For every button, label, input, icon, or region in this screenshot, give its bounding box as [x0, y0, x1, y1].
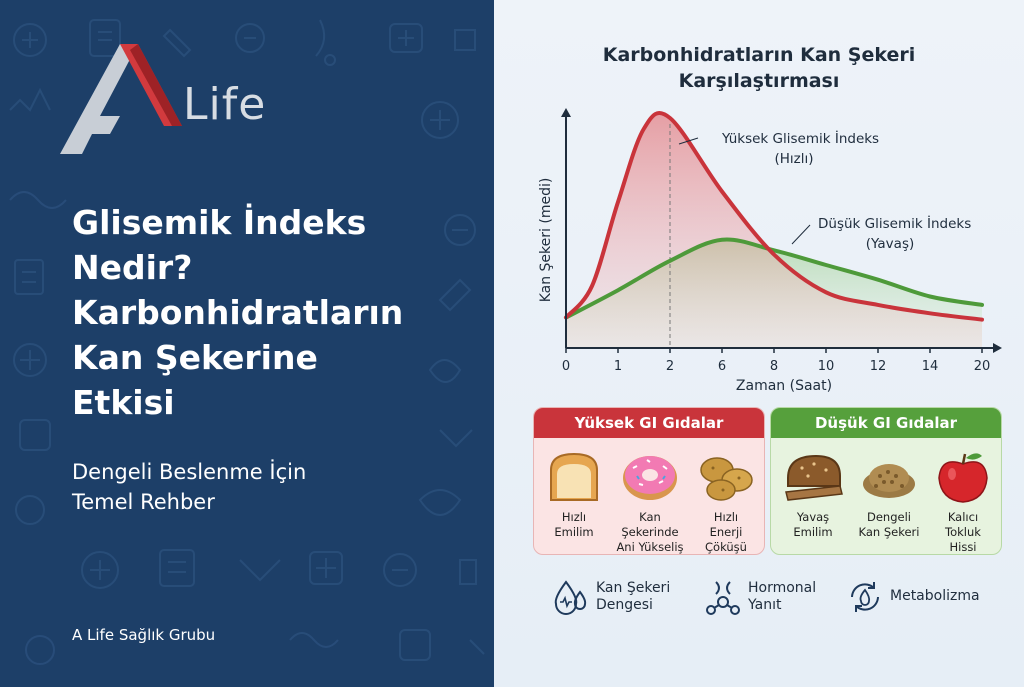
- x-tick-label: 1: [614, 359, 622, 374]
- y-axis-label: Kan Şekeri (medi): [538, 178, 554, 303]
- x-tick-label: 2: [666, 359, 674, 374]
- label-line: Kan Şekeri: [596, 580, 671, 596]
- donut-icon: [623, 456, 677, 500]
- food-item-label: Dengeli Kan Şekeri: [851, 510, 927, 540]
- series-label: Düşük Glisemik İndeks: [818, 214, 971, 232]
- label-line: Dengeli: [867, 510, 911, 524]
- series-label: (Hızlı): [774, 151, 813, 167]
- subtitle-line: Dengeli Beslenme İçin: [72, 460, 307, 484]
- chart-title: Karbonhidratların Kan Şekeri Karşılaştır…: [494, 42, 1024, 94]
- hormone-molecule-icon: [706, 581, 740, 615]
- feature-label: Metabolizma: [890, 588, 980, 605]
- food-item: Hızlı Enerji Çöküşü: [688, 448, 764, 554]
- medical-pattern-background: [9, 19, 485, 665]
- apple-icon: [938, 453, 988, 503]
- x-tick-label: 12: [870, 359, 887, 374]
- food-item-label: Yavaş Emilim: [775, 510, 851, 540]
- x-axis-label: Zaman (Saat): [736, 378, 832, 394]
- lentils-icon: [863, 464, 915, 498]
- label-line: Yanıt: [748, 597, 782, 613]
- title-line: Etkisi: [72, 383, 175, 422]
- food-item: Kan Şekerinde Ani Yükseliş: [610, 448, 690, 554]
- feature-hormonal-response: Hormonal Yanıt: [704, 576, 834, 620]
- label-line: Kan Şekerinde: [621, 510, 679, 539]
- title-line: Kan Şekerine: [72, 338, 318, 377]
- food-item: Dengeli Kan Şekeri: [851, 448, 927, 540]
- high-gi-line: [564, 111, 984, 322]
- series-label-pointer: [678, 137, 699, 145]
- label-line: Emilim: [793, 525, 833, 539]
- title-line: Karbonhidratların: [72, 293, 404, 332]
- page-subtitle: Dengeli Beslenme İçin Temel Rehber: [72, 457, 306, 517]
- chart-title-line: Karşılaştırması: [678, 70, 840, 92]
- brand-name: A Life Sağlık Grubu: [72, 626, 216, 644]
- bread-icon: [550, 452, 598, 501]
- high-gi-card: Yüksek GI Gıdalar Hızlı Emilim Kan Şeker…: [533, 407, 765, 555]
- low-gi-card: Düşük GI Gıdalar Yavaş Emilim Dengeli Ka…: [770, 407, 1002, 555]
- label-line: Enerji: [709, 525, 743, 539]
- food-item: Hızlı Emilim: [536, 448, 612, 540]
- label-line: Yavaş: [796, 510, 830, 524]
- low-gi-line: [564, 237, 984, 320]
- label-line: Ani Yükseliş: [616, 540, 684, 554]
- chart-title-line: Karbonhidratların Kan Şekeri: [602, 44, 916, 66]
- low-gi-card-title: Düşük GI Gıdalar: [771, 408, 1001, 438]
- food-item: Kalıcı Tokluk Hissi: [925, 448, 1001, 554]
- potato-icon: [700, 457, 753, 501]
- label-line: Çöküşü: [705, 540, 747, 554]
- feature-label: Hormonal Yanıt: [748, 580, 816, 614]
- x-tick-label: 0: [562, 359, 570, 374]
- food-item-label: Kalıcı Tokluk Hissi: [925, 510, 1001, 554]
- metabolism-flame-icon: [851, 582, 879, 612]
- x-axis-arrow: [993, 343, 1002, 353]
- wholegrain-bread-icon: [785, 454, 843, 501]
- high-gi-area: [566, 112, 982, 348]
- feature-metabolism: Metabolizma: [846, 576, 996, 620]
- label-line: Hissi: [949, 540, 977, 554]
- series-label: Yüksek Glisemik İndeks: [721, 129, 879, 147]
- subtitle-line: Temel Rehber: [72, 490, 215, 514]
- label-line: Emilim: [554, 525, 594, 539]
- title-line: Nedir?: [72, 248, 193, 287]
- feature-label: Kan Şekeri Dengesi: [596, 580, 670, 614]
- label-line: Dengesi: [596, 597, 653, 613]
- label-line: Hızlı: [713, 510, 739, 524]
- left-panel: Life Glisemik İndeks Nedir? Karbonhidrat…: [0, 0, 494, 687]
- series-label: (Yavaş): [866, 236, 915, 252]
- x-tick-label: 20: [974, 359, 991, 374]
- food-item-label: Hızlı Emilim: [536, 510, 612, 540]
- label-line: Hormonal: [748, 580, 817, 596]
- x-tick-label: 8: [770, 359, 778, 374]
- series-label-pointer: [791, 224, 811, 245]
- logo-text: Life: [183, 79, 267, 130]
- blood-drop-icon: [554, 580, 587, 615]
- food-item-label: Hızlı Enerji Çöküşü: [688, 510, 764, 554]
- x-tick-label: 6: [718, 359, 726, 374]
- label-line: Metabolizma: [890, 588, 980, 604]
- high-gi-card-title: Yüksek GI Gıdalar: [534, 408, 764, 438]
- label-line: Hızlı: [561, 510, 587, 524]
- label-line: Kan Şekeri: [858, 525, 920, 539]
- label-line: Tokluk: [945, 525, 981, 539]
- a-life-logo: [60, 44, 182, 154]
- food-item: Yavaş Emilim: [775, 448, 851, 540]
- page-title: Glisemik İndeks Nedir? Karbonhidratların…: [72, 200, 482, 425]
- feature-blood-sugar-balance: Kan Şekeri Dengesi: [552, 576, 692, 620]
- y-axis-arrow: [561, 108, 571, 117]
- title-line: Glisemik İndeks: [72, 203, 367, 242]
- x-tick-label: 10: [818, 359, 835, 374]
- label-line: Kalıcı: [947, 510, 979, 524]
- food-item-label: Kan Şekerinde Ani Yükseliş: [610, 510, 690, 554]
- x-tick-label: 14: [922, 359, 939, 374]
